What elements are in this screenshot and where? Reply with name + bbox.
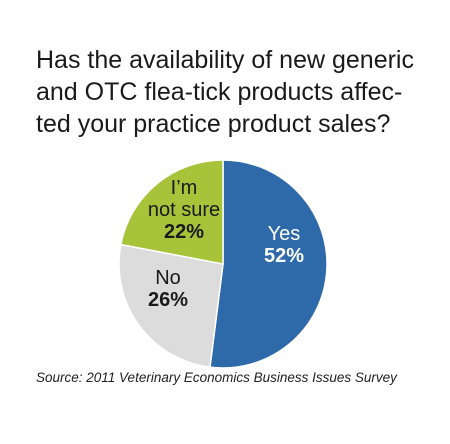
slice-value-label-3: 22% — [164, 221, 204, 243]
source-note: Source: 2011 Veterinary Economics Busine… — [36, 370, 397, 385]
slice-value-label-1: 52% — [264, 245, 304, 267]
title-line-3: ted your practice product sales? — [36, 110, 391, 138]
chart-title: Has the availability of new generic and … — [36, 44, 436, 140]
slice-label-1-line-1: Yes — [268, 223, 301, 245]
pie-slice-1 — [209, 159, 328, 369]
slice-label-2-line-1: No — [155, 267, 181, 289]
slice-label-3-line-1: I’m — [171, 177, 198, 199]
slice-label-3-line-2: not sure — [148, 199, 220, 221]
source-survey-name: Business Issues Survey — [253, 370, 397, 385]
title-line-1: Has the availability of new generic — [36, 46, 414, 74]
source-prefix: Source: 2011 Veterinary Economics — [36, 370, 254, 385]
pie-slice-3 — [119, 159, 224, 265]
pie-slice-2 — [118, 243, 224, 369]
title-line-2: and OTC flea-tick products affec- — [36, 78, 403, 106]
slice-value-label-2: 26% — [148, 289, 188, 311]
